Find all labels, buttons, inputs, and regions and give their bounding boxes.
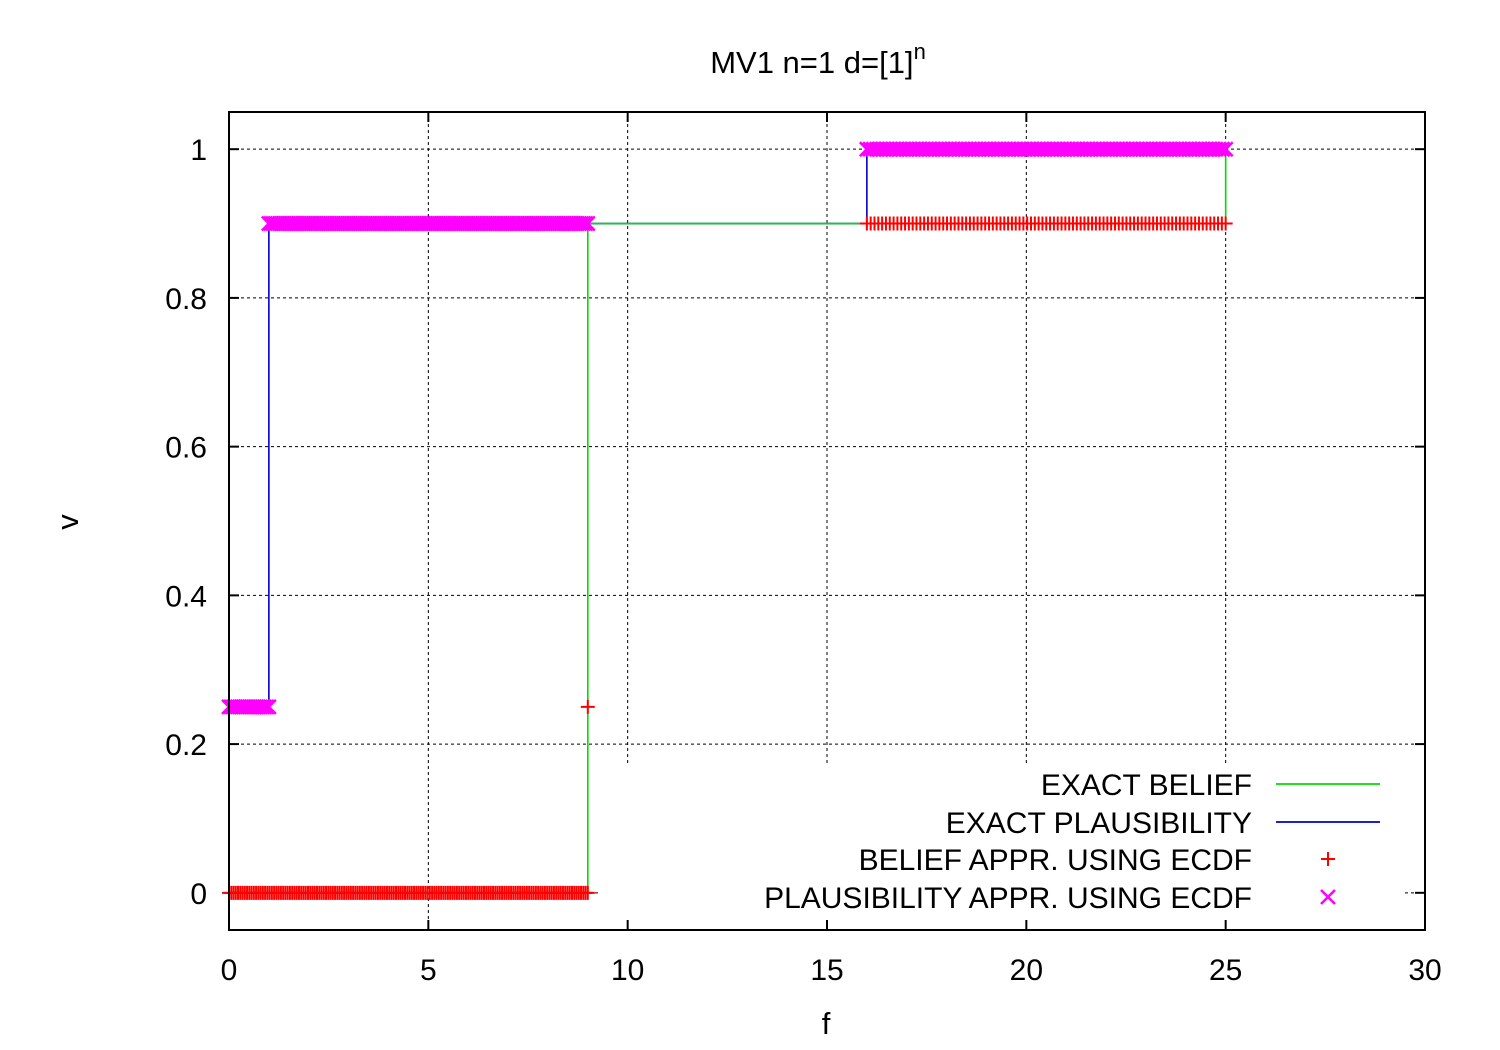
y-tick-label: 1: [190, 134, 207, 167]
legend-swatch: [1321, 852, 1335, 866]
y-tick-labels: 0 0.2 0.4 0.6 0.8 1: [165, 134, 207, 911]
plot-series: [221, 141, 1234, 900]
legend-item: EXACT PLAUSIBILITY: [946, 807, 1380, 840]
plausibility-ecdf-point: [579, 215, 596, 232]
plausibility-ecdf-point: [260, 699, 277, 715]
legend-swatch: [1320, 889, 1336, 905]
plot-frame: [228, 111, 1426, 931]
series-belief-appr-using-ecdf: [222, 216, 1233, 900]
x-tick-label: 25: [1209, 954, 1242, 987]
legend-item: PLAUSIBILITY APPR. USING ECDF: [764, 882, 1336, 915]
y-tick-label: 0.2: [165, 729, 207, 762]
plausibility-ecdf-point: [258, 699, 275, 715]
y-tick-label: 0.6: [165, 432, 207, 465]
x-tick-label: 20: [1010, 954, 1043, 987]
x-tick-labels: 0 5 10 15 20 25 30: [221, 954, 1442, 987]
legend-label: PLAUSIBILITY APPR. USING ECDF: [764, 882, 1252, 915]
legend-label: BELIEF APPR. USING ECDF: [859, 844, 1252, 877]
y-tick-label: 0.8: [165, 283, 207, 316]
y-tick-label: 0: [190, 878, 207, 911]
x-tick-label: 30: [1408, 954, 1441, 987]
y-axis-label: v: [50, 514, 85, 530]
belief-ecdf-point: [580, 885, 595, 900]
belief-ecdf-point: [580, 699, 595, 714]
x-tick-label: 5: [420, 954, 437, 987]
chart-title-main: MV1 n=1 d=[1]: [710, 45, 913, 80]
legend-label: EXACT BELIEF: [1041, 769, 1252, 802]
plausibility-ecdf-point: [1217, 141, 1234, 158]
chart-title: MV1 n=1 d=[1]n: [710, 39, 926, 80]
plausibility-ecdf-point: [577, 215, 594, 232]
x-axis-label: f: [822, 1006, 831, 1041]
legend: EXACT BELIEF EXACT PLAUSIBILITY BELIEF APP…: [764, 769, 1380, 915]
plausibility-ecdf-point: [256, 699, 273, 715]
x-tick-label: 0: [221, 954, 238, 987]
legend-item: EXACT BELIEF: [1041, 769, 1380, 802]
legend-item: BELIEF APPR. USING ECDF: [859, 844, 1335, 877]
plausibility-ecdf-point: [1211, 141, 1227, 158]
plausibility-ecdf-point: [254, 699, 271, 715]
y-tick-label: 0.4: [165, 580, 207, 613]
x-tick-label: 15: [810, 954, 843, 987]
legend-label: EXACT PLAUSIBILITY: [946, 807, 1252, 840]
plausibility-ecdf-point: [1214, 141, 1231, 158]
chart-title-superscript: n: [914, 39, 926, 64]
x-tick-label: 10: [611, 954, 644, 987]
plausibility-ecdf-point: [575, 215, 592, 232]
plausibility-ecdf-point: [573, 215, 590, 232]
belief-ecdf-point: [1218, 216, 1233, 231]
series-plausibility-appr-using-ecdf: [221, 141, 1234, 715]
